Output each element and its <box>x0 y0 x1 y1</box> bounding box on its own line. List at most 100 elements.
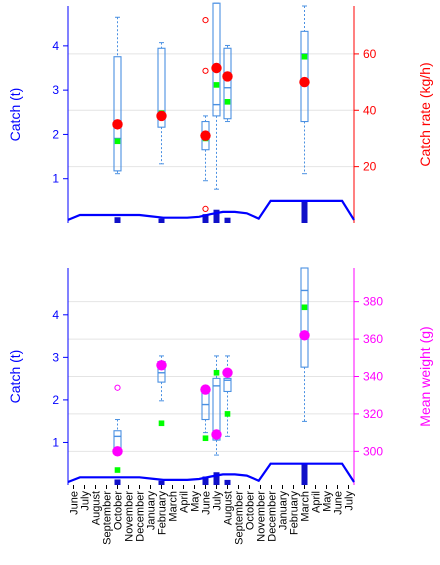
x-tick-label-22: April <box>311 491 323 513</box>
top-catch-line <box>67 199 355 221</box>
bottom-right-tick-label-1: 320 <box>363 407 383 421</box>
x-tick-label-8: February <box>157 491 169 536</box>
x-tick-label-25: July <box>344 491 356 511</box>
bottom-box-0-average-marker <box>112 446 123 457</box>
x-tick-label-17: November <box>256 491 268 542</box>
x-tick-label-23: May <box>322 491 334 512</box>
bottom-box-3-mean-marker <box>213 369 220 376</box>
x-tick-label-12: June <box>201 491 213 515</box>
bottom-catch-bar-1 <box>158 480 165 485</box>
x-axis: June July August September October November De… <box>69 485 356 545</box>
bottom-left-tick-label-2: 3 <box>52 350 59 364</box>
top-panel: 1 2 3 4 20 40 60 Catch (t) Catch rate (kg/h) <box>7 2 433 223</box>
x-tick-label-18: December <box>267 491 279 542</box>
x-tick-label-10: April <box>179 491 191 513</box>
x-tick-label-13: July <box>212 491 224 511</box>
top-box-0-average-marker <box>112 119 123 130</box>
bottom-catch-bar-4 <box>224 479 231 485</box>
top-box-2-average-marker <box>200 130 211 141</box>
top-right-axis-title: Catch rate (kg/h) <box>417 62 433 166</box>
bottom-box-3-body <box>212 377 221 441</box>
top-box-4-mean-marker <box>224 99 231 105</box>
top-box-3-body <box>212 2 221 117</box>
bottom-catch-bar-0 <box>114 479 121 485</box>
top-catch-bar-4 <box>224 217 231 223</box>
bottom-left-tick-label-1: 2 <box>52 393 59 407</box>
bottom-box-0-outlier-0 <box>114 384 121 391</box>
x-tick-label-14: August <box>223 491 235 525</box>
bottom-box-1-average-marker <box>156 360 167 371</box>
bottom-box-0-mean-marker <box>114 467 121 473</box>
bottom-panel: 1 2 3 4 300 320 340 360 380 Catch (t) Mean weight … <box>7 267 433 485</box>
bottom-right-tick-label-3: 360 <box>363 332 383 346</box>
bottom-right-tick-label-0: 300 <box>363 444 383 458</box>
x-tick-label-6: December <box>135 491 147 542</box>
top-left-tick-label-1: 2 <box>52 127 59 141</box>
bottom-catch-bar-5 <box>301 463 308 485</box>
top-box-2-outlier-1 <box>202 67 209 74</box>
x-tick-label-19: January <box>278 491 290 531</box>
bottom-catch-bar-3 <box>213 472 220 485</box>
top-left-tick-label-0: 1 <box>52 172 59 186</box>
bottom-right-tick-label-2: 340 <box>363 370 383 384</box>
top-catch-bar-5 <box>301 200 308 223</box>
bottom-right-axis-title: Mean weight (g) <box>417 326 433 426</box>
x-tick-label-16: October <box>245 491 257 530</box>
bottom-box-5-body <box>300 267 309 368</box>
bottom-box-5-mean-marker <box>301 304 308 311</box>
top-left-axis-title: Catch (t) <box>7 88 23 142</box>
bottom-box-4-average-marker <box>222 367 233 378</box>
bottom-box-4-body <box>223 377 232 393</box>
top-left-tick-label-3: 4 <box>52 39 59 53</box>
top-catch-bar-3 <box>213 209 220 223</box>
x-tick-label-9: March <box>168 491 180 522</box>
top-box-2-outlier-0 <box>202 205 209 213</box>
top-catch-bar-2 <box>202 214 209 223</box>
x-tick-label-11: May <box>190 491 202 512</box>
top-box-3-mean-marker <box>213 82 220 88</box>
x-tick-label-20: February <box>289 491 301 536</box>
top-right-tick-label-1: 40 <box>363 103 377 117</box>
x-tick-label-0: June <box>69 491 81 515</box>
top-box-3-average-marker <box>211 62 222 74</box>
bottom-left-axis-title: Catch (t) <box>7 350 23 404</box>
bottom-box-5-average-marker <box>299 330 310 341</box>
bottom-box-1-mean-marker <box>158 420 165 427</box>
top-box-5-body <box>300 30 309 123</box>
bottom-catch-bar-2 <box>202 476 209 485</box>
x-tick-label-5: November <box>124 491 136 542</box>
top-box-2-outlier-2 <box>202 16 209 24</box>
bottom-catch-line <box>67 462 355 484</box>
top-box-5-average-marker <box>299 76 310 88</box>
top-box-0-mean-marker <box>114 138 121 145</box>
x-tick-label-2: August <box>91 491 103 525</box>
x-tick-label-15: September <box>234 491 246 545</box>
top-catch-bar-0 <box>114 217 121 223</box>
top-right-tick-label-0: 20 <box>363 160 377 174</box>
top-left-tick-label-2: 3 <box>52 83 59 97</box>
top-box-0-body <box>113 56 122 172</box>
x-tick-label-24: June <box>333 491 345 515</box>
bottom-box-4-mean-marker <box>224 411 231 417</box>
bottom-right-tick-label-4: 380 <box>363 295 383 309</box>
top-box-4-average-marker <box>222 71 233 82</box>
x-tick-label-21: March <box>300 491 312 522</box>
x-tick-label-1: July <box>80 491 92 511</box>
top-box-4-body <box>223 47 232 120</box>
x-tick-label-4: October <box>113 491 125 530</box>
bottom-box-2-average-marker <box>200 384 211 395</box>
x-tick-label-3: September <box>102 491 114 545</box>
top-box-1-average-marker <box>156 110 167 122</box>
x-tick-label-7: January <box>146 491 158 531</box>
bottom-box-3-average-marker <box>211 429 222 440</box>
bottom-box-2-body <box>201 390 210 421</box>
top-box-5-mean-marker <box>301 53 308 60</box>
top-box-1-body <box>157 47 166 128</box>
top-right-tick-label-2: 60 <box>363 47 377 61</box>
bottom-left-tick-label-0: 1 <box>52 435 59 449</box>
bottom-box-2-mean-marker <box>202 435 209 442</box>
bottom-left-tick-label-3: 4 <box>52 308 59 322</box>
top-catch-bar-1 <box>158 218 165 223</box>
